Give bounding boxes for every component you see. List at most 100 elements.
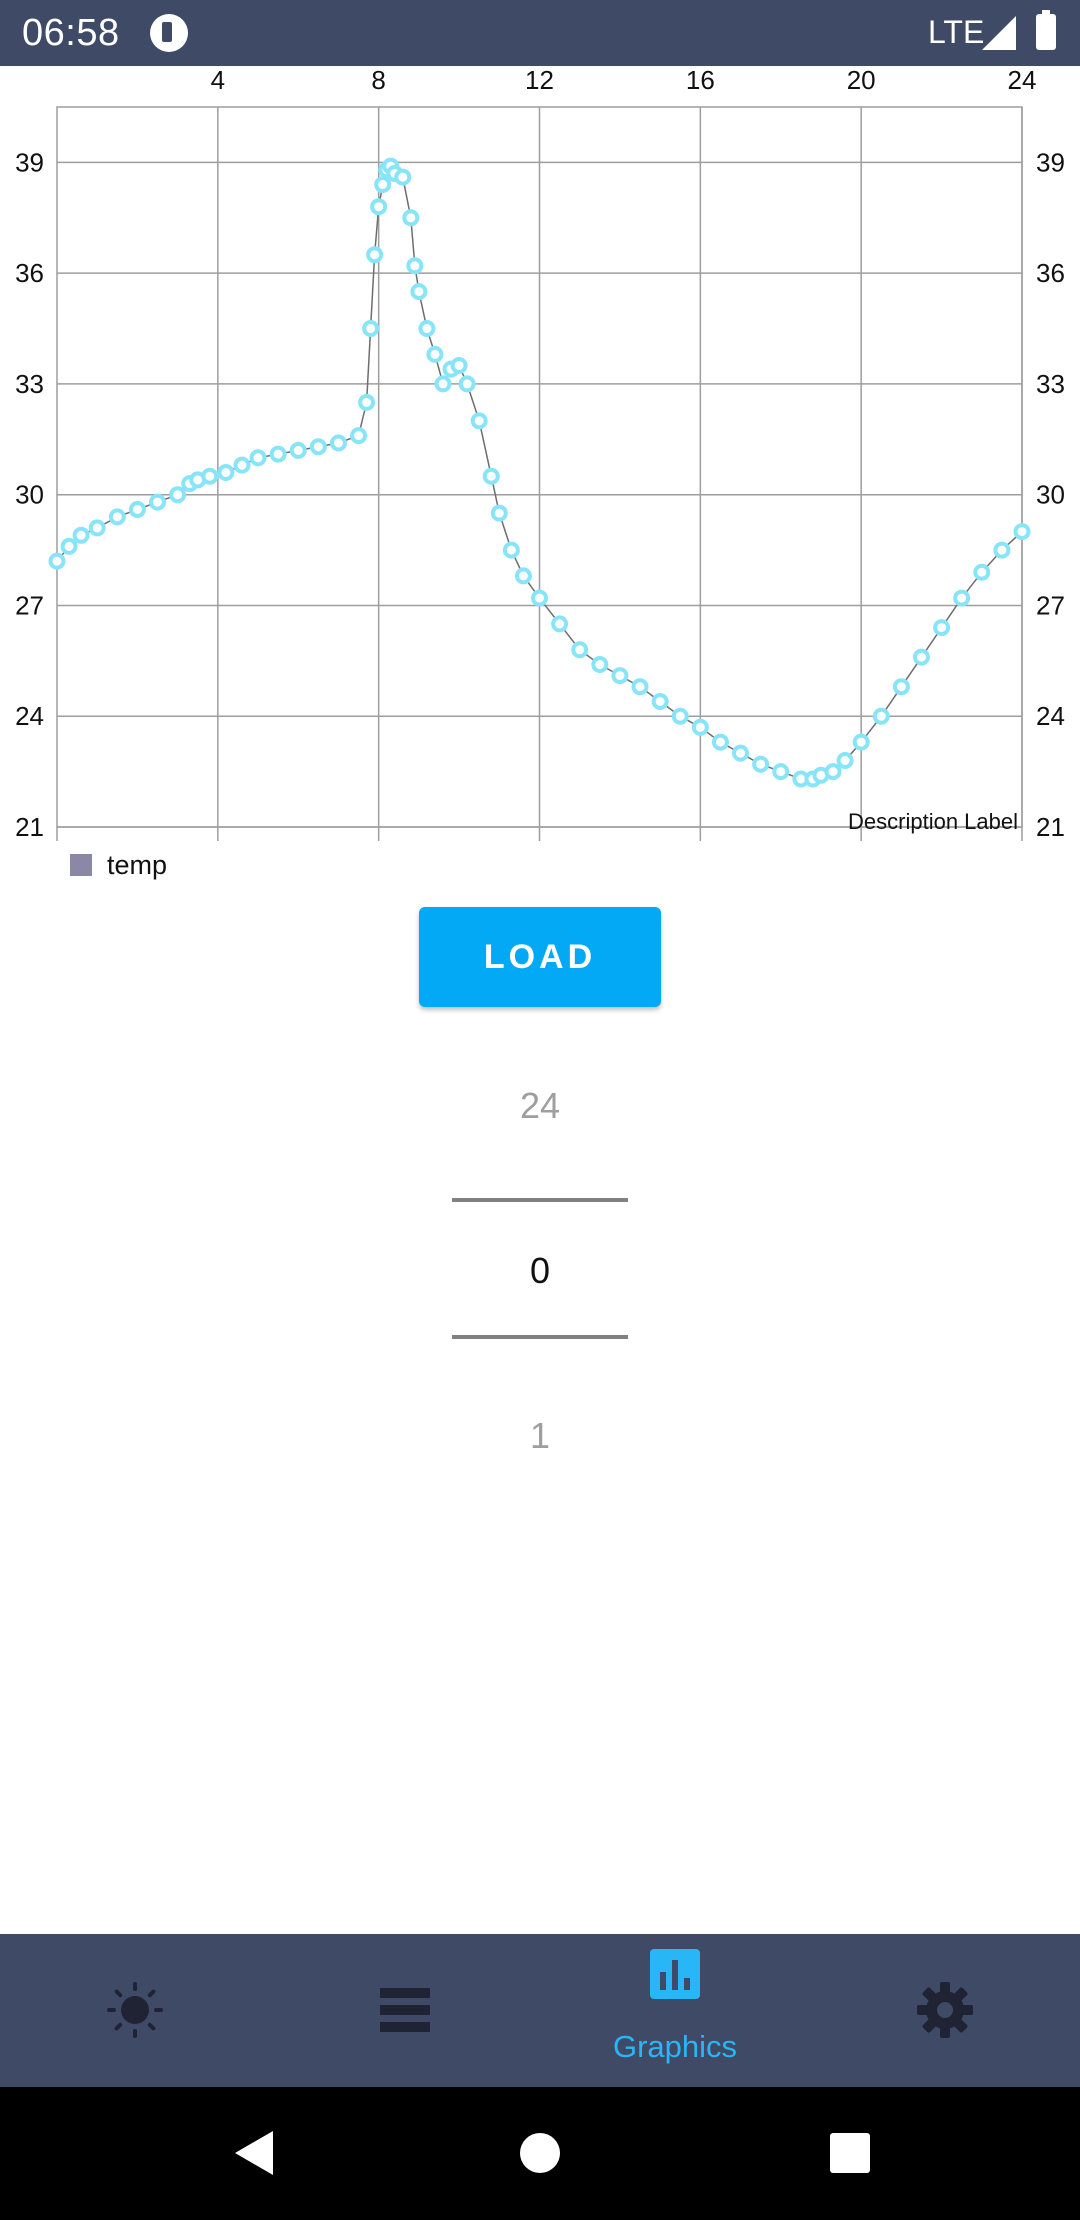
y-tick-label-left: 30: [15, 480, 44, 510]
status-bar: 06:58 LTE: [0, 0, 1080, 66]
data-point: [711, 733, 729, 751]
recents-button[interactable]: [790, 2087, 910, 2220]
signal-icon: [982, 16, 1016, 50]
nav-item-brightness[interactable]: [0, 1934, 270, 2087]
list-icon: [380, 1988, 430, 2032]
y-tick-label-left: 36: [15, 258, 44, 288]
data-point: [402, 209, 420, 227]
data-point: [201, 467, 219, 485]
data-point: [571, 641, 589, 659]
data-point: [169, 486, 187, 504]
data-point: [892, 678, 910, 696]
x-tick-label: 8: [371, 66, 385, 95]
data-point: [591, 656, 609, 674]
data-point: [531, 589, 548, 607]
data-point: [233, 456, 251, 474]
status-time: 06:58: [22, 12, 120, 54]
home-icon: [520, 2133, 560, 2173]
y-tick-label-right: 33: [1036, 369, 1065, 399]
y-tick-label-right: 39: [1036, 147, 1065, 177]
data-point: [128, 500, 146, 518]
temperature-chart[interactable]: 4 8 12 16 20 24 21 21 24 24 27 27 30 30 33 33 36 36 39 39 De…: [0, 66, 1080, 856]
bar-chart-icon: [650, 1949, 700, 1999]
data-point: [88, 519, 106, 537]
picker-previous-value[interactable]: 24: [519, 1085, 561, 1126]
data-point: [1013, 523, 1031, 541]
data-point: [406, 257, 424, 275]
data-point: [752, 755, 770, 773]
picker-divider-bottom: [452, 1335, 628, 1339]
data-point: [370, 198, 388, 216]
data-point: [482, 467, 500, 485]
legend-label-temp: temp: [107, 850, 168, 880]
picker-selected-value[interactable]: 0: [529, 1250, 551, 1291]
data-point: [269, 445, 287, 463]
data-point: [611, 667, 629, 685]
data-point: [309, 438, 327, 456]
y-tick-label-right: 27: [1036, 590, 1065, 620]
brightness-icon: [107, 1982, 163, 2038]
data-point: [490, 504, 508, 522]
data-point: [108, 508, 126, 526]
data-point: [872, 707, 890, 725]
data-point: [72, 526, 90, 544]
data-point: [366, 246, 384, 264]
chart-canvas[interactable]: 4 8 12 16 20 24 21 21 24 24 27 27 30 30 33 33 36 36 39 39 De…: [0, 66, 1080, 856]
data-point: [350, 427, 368, 445]
back-icon: [235, 2131, 273, 2175]
y-tick-label-left: 39: [15, 147, 44, 177]
y-tick-label-right: 24: [1036, 701, 1065, 731]
y-tick-label-left: 27: [15, 590, 44, 620]
data-point: [671, 707, 689, 725]
network-type-label: LTE: [928, 14, 985, 50]
data-point: [394, 168, 412, 186]
y-tick-label-right: 30: [1036, 480, 1065, 510]
picker-divider-top: [452, 1198, 628, 1202]
nav-item-graphics[interactable]: Graphics: [540, 1934, 810, 2087]
data-point: [933, 619, 951, 637]
data-point: [732, 744, 750, 762]
hour-number-picker[interactable]: 24 0 1: [440, 1060, 640, 1460]
data-point: [358, 393, 376, 411]
recents-icon: [830, 2133, 870, 2173]
data-point: [450, 356, 468, 374]
app-notification-icon: [150, 14, 188, 52]
data-point: [289, 441, 307, 459]
legend-swatch: [70, 854, 92, 876]
y-tick-label-left: 21: [15, 812, 44, 842]
data-point: [836, 752, 854, 770]
data-point: [852, 733, 870, 751]
data-point: [217, 464, 235, 482]
data-point: [772, 763, 790, 781]
data-point: [418, 320, 436, 338]
data-point: [410, 283, 428, 301]
nav-item-list[interactable]: [270, 1934, 540, 2087]
x-tick-label: 4: [211, 66, 225, 95]
data-point: [973, 563, 991, 581]
y-tick-label-left: 33: [15, 369, 44, 399]
data-point: [362, 320, 380, 338]
data-point: [249, 449, 267, 467]
data-point: [60, 537, 78, 555]
nav-item-settings[interactable]: [810, 1934, 1080, 2087]
load-button[interactable]: LOAD: [419, 907, 661, 1007]
data-point: [953, 589, 971, 607]
nav-label-graphics: Graphics: [612, 2029, 738, 2064]
y-tick-label-left: 24: [15, 701, 44, 731]
home-button[interactable]: [480, 2087, 600, 2220]
settings-gear-icon: [917, 1982, 973, 2038]
data-point: [149, 493, 167, 511]
data-point: [824, 763, 842, 781]
data-point: [374, 176, 392, 194]
data-point: [48, 552, 66, 570]
data-point: [514, 567, 532, 585]
x-tick-label: 20: [847, 66, 876, 95]
data-point: [631, 678, 649, 696]
data-point: [426, 345, 444, 363]
data-point: [651, 692, 669, 710]
bottom-navigation: Graphics: [0, 1934, 1080, 2087]
data-point: [502, 541, 520, 559]
picker-next-value[interactable]: 1: [529, 1415, 551, 1456]
back-button[interactable]: [195, 2087, 315, 2220]
chart-description-label: Description Label: [848, 809, 1018, 834]
